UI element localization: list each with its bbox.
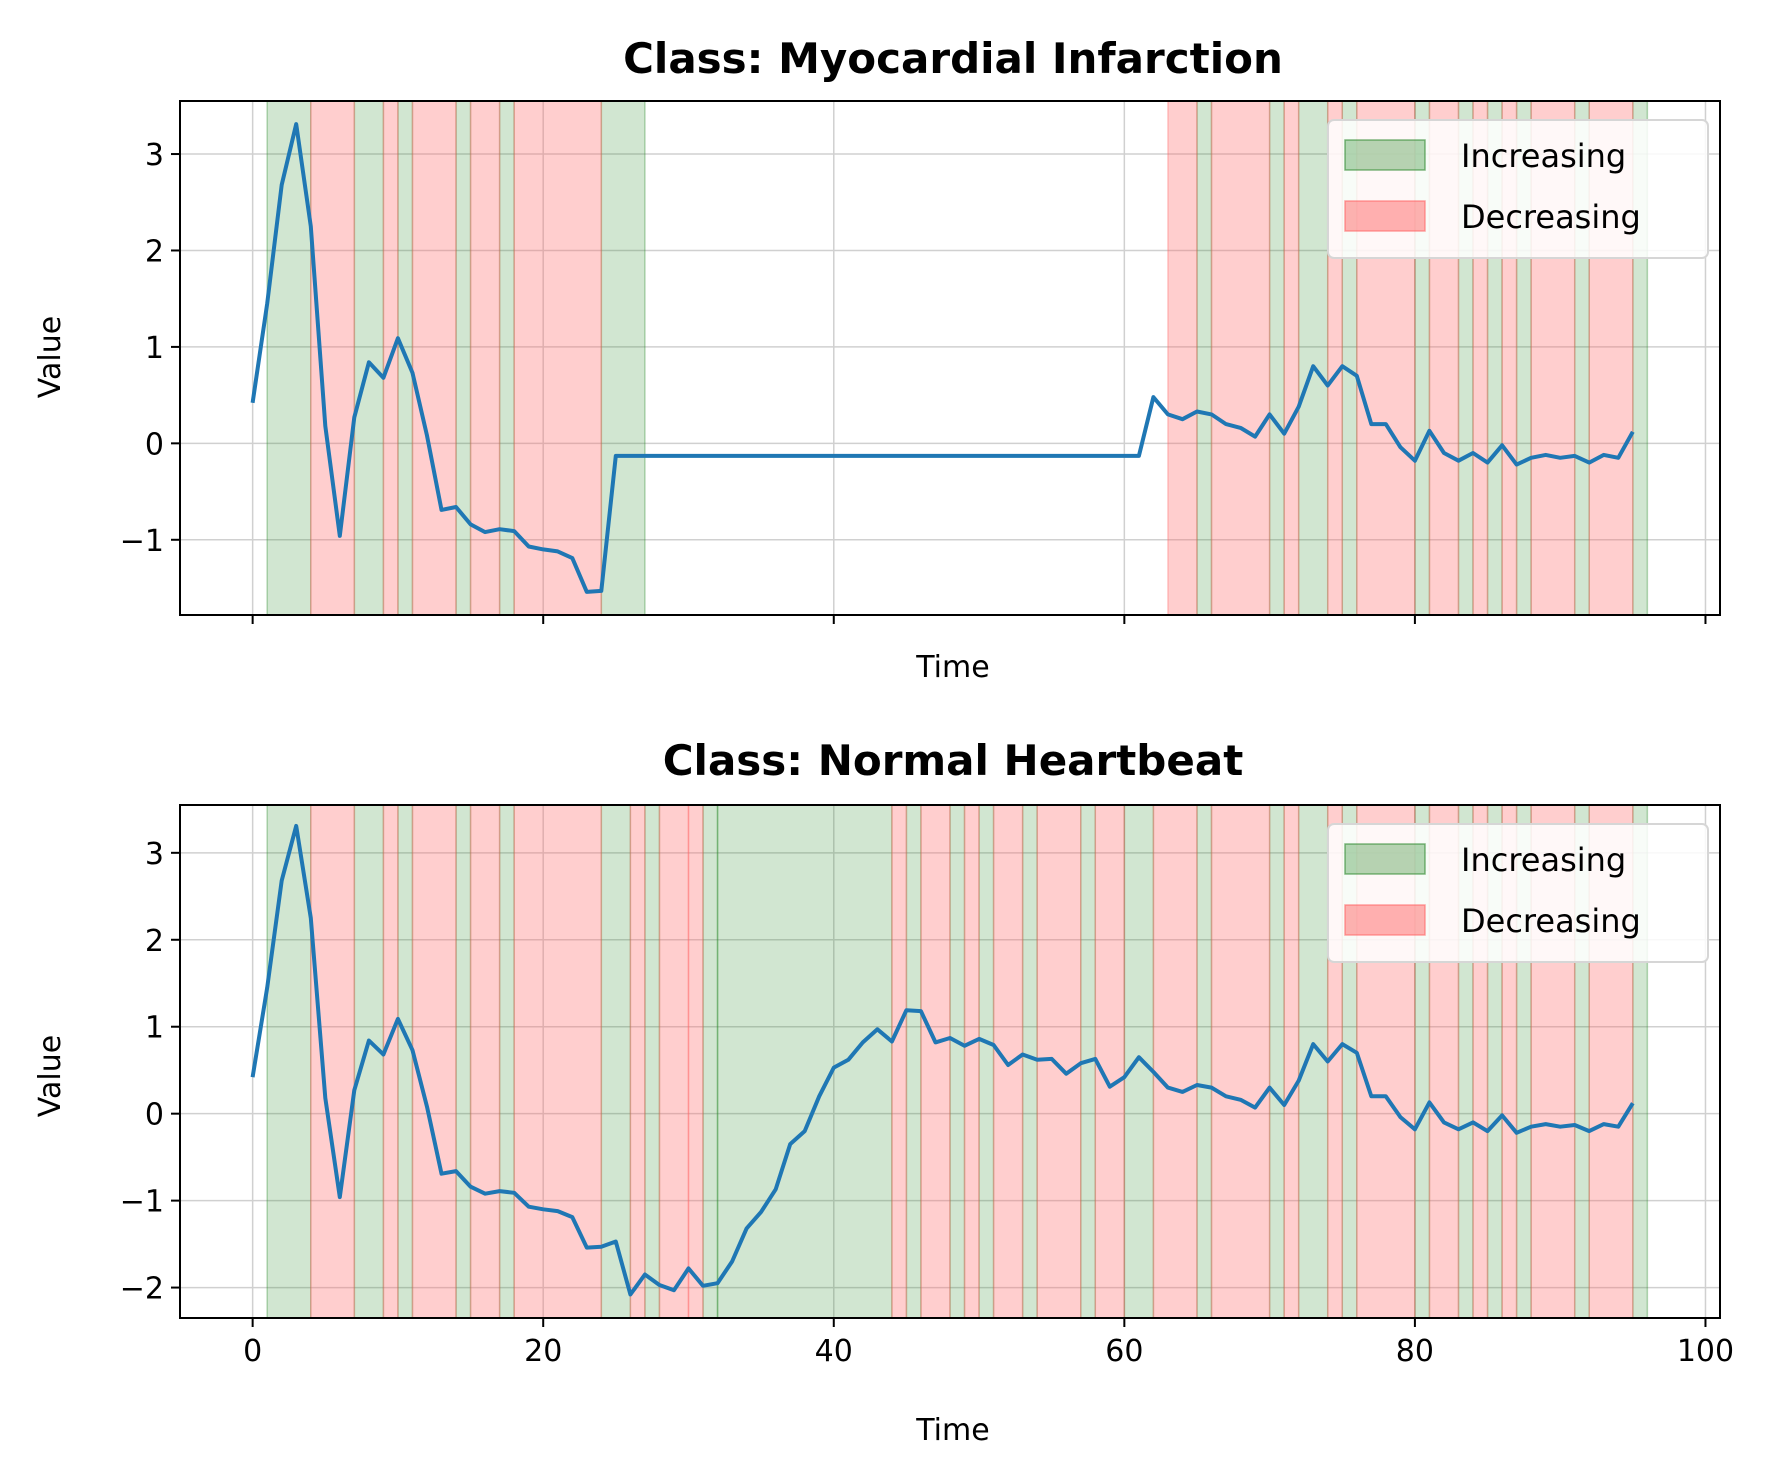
panel-normal-heartbeat: Class: Normal Heartbeat Time Value 0 20 40… bbox=[33, 736, 1734, 1448]
increasing-span bbox=[600, 804, 632, 1319]
increasing-span bbox=[455, 804, 472, 1319]
x-tick-label: 40 bbox=[815, 1334, 853, 1369]
decreasing-span bbox=[1094, 804, 1126, 1319]
increasing-span bbox=[1021, 804, 1038, 1319]
increasing-span bbox=[266, 804, 312, 1319]
x-axis-label: Time bbox=[915, 650, 989, 685]
y-tick-label: 2 bbox=[145, 924, 164, 959]
y-axis: 3 2 1 0 −1 −2 bbox=[120, 837, 180, 1307]
x-tick-label: 80 bbox=[1396, 1334, 1434, 1369]
x-axis-label: Time bbox=[915, 1413, 989, 1448]
legend: Increasing Decreasing bbox=[1327, 823, 1709, 963]
increasing-span bbox=[716, 804, 893, 1319]
increasing-span bbox=[949, 804, 966, 1319]
legend-label-decreasing: Decreasing bbox=[1461, 198, 1641, 236]
decreasing-span bbox=[1036, 804, 1082, 1319]
increasing-span bbox=[498, 100, 515, 616]
axes-frame bbox=[179, 100, 1721, 616]
x-tick-label: 20 bbox=[524, 1334, 562, 1369]
decreasing-span bbox=[891, 804, 908, 1319]
chart-title: Class: Myocardial Infarction bbox=[623, 34, 1283, 83]
legend-label-decreasing: Decreasing bbox=[1461, 902, 1641, 940]
increasing-span bbox=[455, 100, 472, 616]
y-tick-label: 3 bbox=[145, 837, 164, 872]
x-tick-label: 100 bbox=[1677, 1334, 1734, 1369]
decreasing-span bbox=[411, 804, 457, 1319]
increasing-span bbox=[1297, 100, 1329, 616]
increasing-span bbox=[905, 804, 922, 1319]
decreasing-span bbox=[1152, 804, 1198, 1319]
decreasing-span bbox=[687, 804, 704, 1319]
legend-swatch-decreasing bbox=[1344, 200, 1426, 232]
y-tick-label: 1 bbox=[145, 1011, 164, 1046]
y-axis: 3 2 1 0 −1 bbox=[120, 138, 180, 559]
legend-swatch-increasing bbox=[1344, 843, 1426, 875]
decreasing-span bbox=[469, 100, 501, 616]
increasing-span bbox=[1196, 100, 1213, 616]
decreasing-span bbox=[1167, 100, 1198, 616]
decreasing-span bbox=[1210, 100, 1271, 616]
increasing-span bbox=[702, 804, 719, 1319]
chart-title: Class: Normal Heartbeat bbox=[663, 736, 1244, 785]
increasing-span bbox=[1268, 804, 1285, 1319]
trend-spans bbox=[266, 804, 1649, 1319]
grid bbox=[180, 101, 1720, 615]
decreasing-span bbox=[629, 804, 646, 1319]
y-tick-label: 2 bbox=[145, 234, 164, 269]
x-axis bbox=[251, 615, 1707, 624]
decreasing-span bbox=[469, 804, 501, 1319]
increasing-span bbox=[1297, 804, 1329, 1319]
decreasing-span bbox=[1210, 804, 1271, 1319]
decreasing-span bbox=[310, 100, 356, 616]
increasing-span bbox=[353, 100, 385, 616]
decreasing-span bbox=[382, 804, 399, 1319]
increasing-span bbox=[1196, 804, 1213, 1319]
y-tick-label: 0 bbox=[145, 427, 164, 462]
x-tick-label: 0 bbox=[243, 1334, 262, 1369]
y-tick-label: −1 bbox=[120, 1185, 164, 1220]
panel-myocardial-infarction: Class: Myocardial Infarction Time Value … bbox=[33, 34, 1721, 685]
decreasing-span bbox=[920, 804, 951, 1319]
increasing-span bbox=[353, 804, 385, 1319]
decreasing-span bbox=[513, 804, 603, 1319]
legend-label-increasing: Increasing bbox=[1461, 137, 1626, 175]
increasing-span bbox=[397, 804, 414, 1319]
series-line bbox=[250, 823, 1635, 1297]
legend-swatch-decreasing bbox=[1344, 904, 1426, 936]
decreasing-span bbox=[658, 804, 690, 1319]
legend-swatch-increasing bbox=[1344, 139, 1426, 171]
increasing-span bbox=[978, 804, 995, 1319]
y-tick-label: 3 bbox=[145, 138, 164, 173]
y-tick-label: 0 bbox=[145, 1098, 164, 1133]
decreasing-span bbox=[963, 804, 980, 1319]
increasing-span bbox=[498, 804, 515, 1319]
grid bbox=[180, 805, 1720, 1318]
increasing-span bbox=[1123, 804, 1155, 1319]
y-tick-label: −2 bbox=[120, 1272, 164, 1307]
decreasing-span bbox=[992, 804, 1024, 1319]
y-tick-label: 1 bbox=[145, 331, 164, 366]
x-axis: 0 20 40 60 80 100 bbox=[243, 1318, 1734, 1369]
decreasing-span bbox=[411, 100, 457, 616]
decreasing-span bbox=[513, 100, 603, 616]
decreasing-span bbox=[1283, 804, 1300, 1319]
y-tick-label: −1 bbox=[120, 524, 164, 559]
increasing-span bbox=[644, 804, 661, 1319]
decreasing-span bbox=[1283, 100, 1300, 616]
legend: Increasing Decreasing bbox=[1327, 119, 1709, 259]
decreasing-span bbox=[310, 804, 356, 1319]
x-tick-label: 60 bbox=[1105, 1334, 1143, 1369]
legend-label-increasing: Increasing bbox=[1461, 841, 1626, 879]
y-axis-label: Value bbox=[33, 316, 68, 398]
increasing-span bbox=[1268, 100, 1285, 616]
axes-frame bbox=[179, 804, 1721, 1319]
y-axis-label: Value bbox=[33, 1035, 68, 1117]
series-line bbox=[250, 122, 1635, 594]
